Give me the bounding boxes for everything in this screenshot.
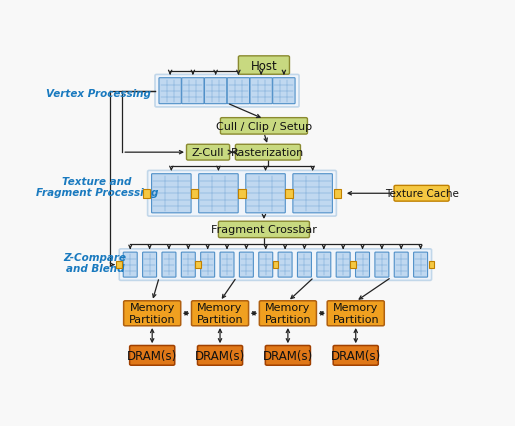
FancyBboxPatch shape <box>201 253 215 277</box>
FancyBboxPatch shape <box>182 78 204 104</box>
FancyBboxPatch shape <box>220 253 234 277</box>
FancyBboxPatch shape <box>186 145 230 161</box>
Bar <box>116 262 122 269</box>
FancyBboxPatch shape <box>293 174 332 213</box>
Text: Rasterization: Rasterization <box>231 148 304 158</box>
FancyBboxPatch shape <box>204 78 227 104</box>
FancyBboxPatch shape <box>259 253 273 277</box>
FancyBboxPatch shape <box>333 345 379 366</box>
Text: DRAM(s): DRAM(s) <box>263 349 313 362</box>
Bar <box>191 189 198 199</box>
Text: Texture Cache: Texture Cache <box>385 189 458 199</box>
FancyBboxPatch shape <box>199 174 238 213</box>
Bar <box>334 189 341 199</box>
FancyBboxPatch shape <box>197 345 243 366</box>
FancyBboxPatch shape <box>181 253 195 277</box>
Bar <box>350 262 356 269</box>
FancyBboxPatch shape <box>273 78 295 104</box>
FancyBboxPatch shape <box>260 301 316 326</box>
FancyBboxPatch shape <box>159 78 181 104</box>
FancyBboxPatch shape <box>250 78 272 104</box>
Bar <box>429 262 434 269</box>
Text: Memory
Partition: Memory Partition <box>265 303 311 324</box>
Text: Texture and
Fragment Processing: Texture and Fragment Processing <box>36 176 158 198</box>
Text: Fragment Crossbar: Fragment Crossbar <box>211 225 317 235</box>
Text: DRAM(s): DRAM(s) <box>331 349 381 362</box>
FancyBboxPatch shape <box>355 253 369 277</box>
Bar <box>272 262 278 269</box>
FancyBboxPatch shape <box>192 301 249 326</box>
FancyBboxPatch shape <box>162 253 176 277</box>
Bar <box>195 262 201 269</box>
Text: Memory
Partition: Memory Partition <box>129 303 176 324</box>
FancyBboxPatch shape <box>220 118 307 135</box>
Bar <box>238 189 246 199</box>
FancyBboxPatch shape <box>238 57 289 75</box>
FancyBboxPatch shape <box>265 345 311 366</box>
FancyBboxPatch shape <box>317 253 331 277</box>
Text: Host: Host <box>251 59 277 72</box>
Text: Vertex Processing: Vertex Processing <box>46 89 151 99</box>
FancyBboxPatch shape <box>235 145 300 161</box>
FancyBboxPatch shape <box>394 186 449 201</box>
Text: Z-Compare
and Blend: Z-Compare and Blend <box>64 252 127 273</box>
FancyBboxPatch shape <box>123 253 137 277</box>
FancyBboxPatch shape <box>155 75 299 108</box>
Bar <box>143 189 150 199</box>
FancyBboxPatch shape <box>278 253 292 277</box>
Text: Z-Cull: Z-Cull <box>192 148 225 158</box>
Text: Memory
Partition: Memory Partition <box>332 303 379 324</box>
FancyBboxPatch shape <box>414 253 427 277</box>
FancyBboxPatch shape <box>327 301 384 326</box>
FancyBboxPatch shape <box>143 253 157 277</box>
Text: Memory
Partition: Memory Partition <box>197 303 244 324</box>
Text: DRAM(s): DRAM(s) <box>127 349 177 362</box>
FancyBboxPatch shape <box>119 249 432 281</box>
Text: DRAM(s): DRAM(s) <box>195 349 245 362</box>
FancyBboxPatch shape <box>336 253 350 277</box>
FancyBboxPatch shape <box>298 253 312 277</box>
FancyBboxPatch shape <box>227 78 250 104</box>
FancyBboxPatch shape <box>148 171 336 216</box>
Text: Cull / Clip / Setup: Cull / Clip / Setup <box>216 121 312 132</box>
FancyBboxPatch shape <box>130 345 175 366</box>
FancyBboxPatch shape <box>218 222 310 238</box>
FancyBboxPatch shape <box>394 253 408 277</box>
FancyBboxPatch shape <box>151 174 191 213</box>
FancyBboxPatch shape <box>239 253 253 277</box>
Bar <box>285 189 293 199</box>
FancyBboxPatch shape <box>124 301 181 326</box>
FancyBboxPatch shape <box>246 174 285 213</box>
FancyBboxPatch shape <box>375 253 389 277</box>
